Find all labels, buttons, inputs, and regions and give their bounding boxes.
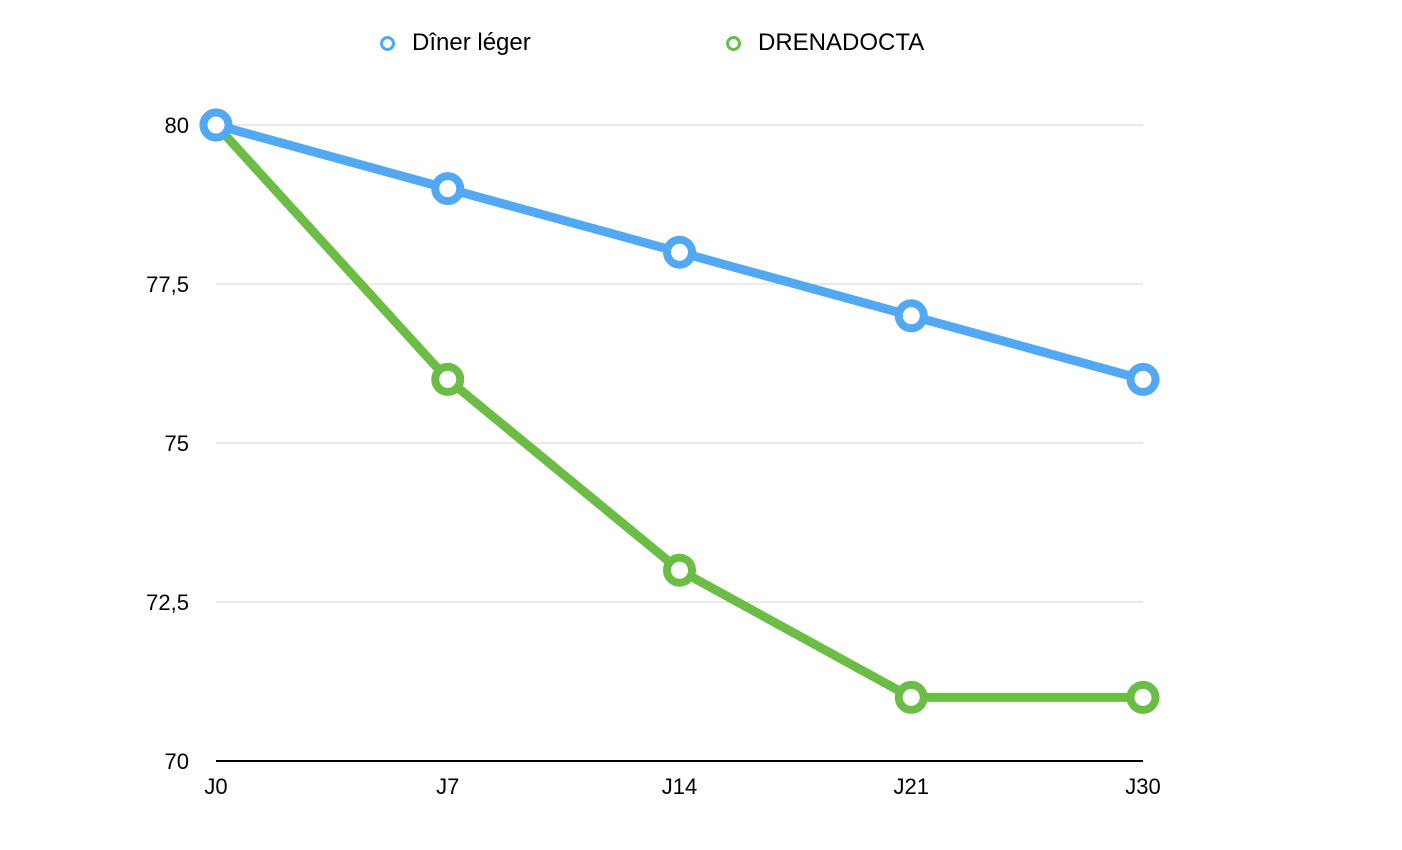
data-point <box>894 680 928 714</box>
data-point <box>1126 362 1160 396</box>
data-point <box>431 362 465 396</box>
legend-item-diner-leger: Dîner léger <box>380 26 531 60</box>
data-point <box>894 299 928 333</box>
x-tick-label: J30 <box>1125 774 1160 799</box>
y-tick-label: 75 <box>165 431 189 456</box>
data-point <box>431 172 465 206</box>
legend-item-drenadocta: DRENADOCTA <box>726 26 924 60</box>
data-point <box>663 235 696 269</box>
series-lines <box>211 120 1148 702</box>
data-point <box>199 108 233 142</box>
gridlines <box>216 124 1143 603</box>
legend-marker-diner-leger <box>380 35 395 51</box>
x-tick-label: J21 <box>894 774 929 799</box>
x-tick-label: J14 <box>662 774 697 799</box>
y-tick-label: 77,5 <box>146 272 189 297</box>
series-line <box>211 120 1148 702</box>
data-point <box>1126 680 1160 714</box>
x-tick-label: J0 <box>204 774 227 799</box>
legend-marker-drenadocta <box>726 35 741 51</box>
x-tick-label: J7 <box>436 774 459 799</box>
data-point <box>663 553 696 587</box>
axes: 70 72,5 75 77,5 80 J0 J7 J14 J21 J30 <box>146 113 1161 799</box>
legend-label-drenadocta: DRENADOCTA <box>758 29 925 56</box>
y-tick-label: 72,5 <box>146 590 189 615</box>
legend-label-diner-leger: Dîner léger <box>412 29 531 56</box>
data-points <box>199 108 1160 714</box>
chart-legend: Dîner léger DRENADOCTA <box>0 26 1402 60</box>
y-tick-label: 80 <box>165 113 189 138</box>
y-tick-label: 70 <box>165 749 189 774</box>
